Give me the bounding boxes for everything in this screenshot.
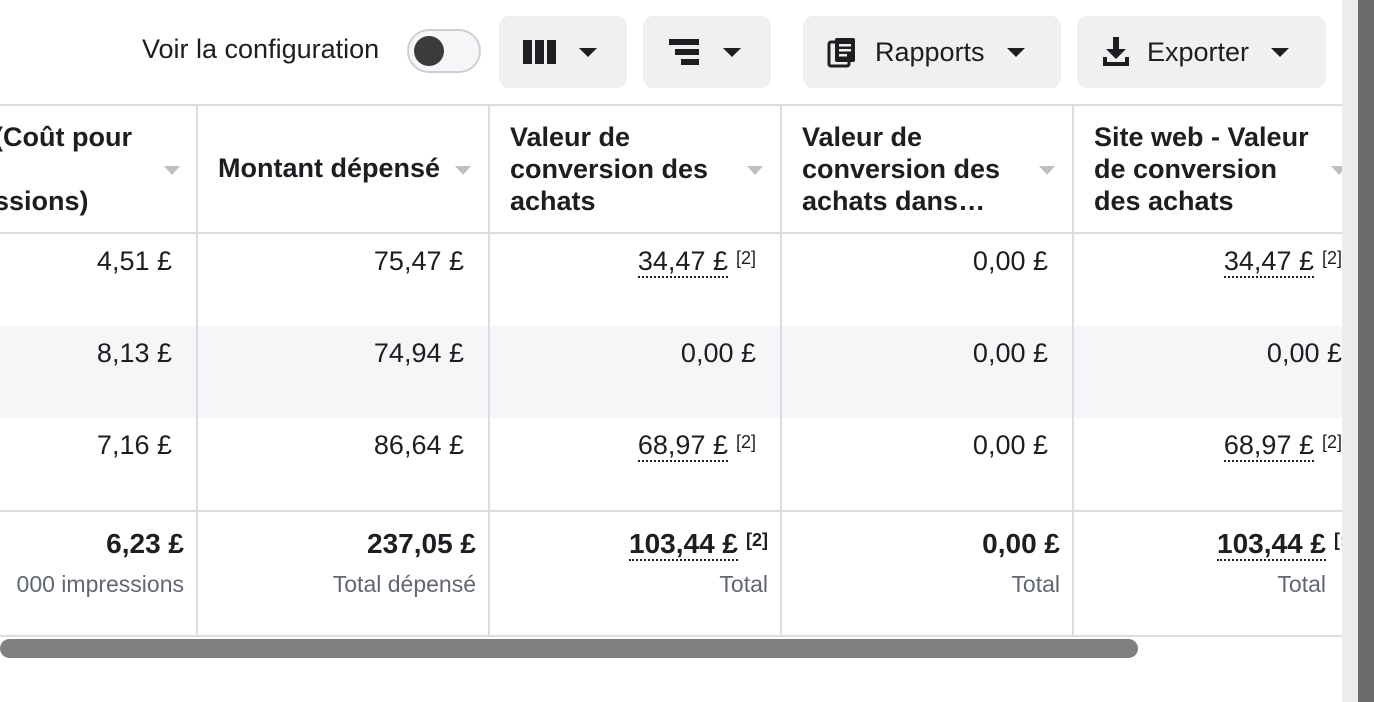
sort-icon[interactable] [455,166,471,175]
table-cell: 0,00 £ [1266,338,1342,368]
vertical-scrollbar[interactable] [1342,0,1374,702]
reports-button[interactable]: Rapports [803,16,1061,88]
table-cell[interactable]: 68,97 £ [2] [1223,430,1342,462]
total-value: 0,00 £ [982,528,1060,559]
total-caption: Total [1277,571,1326,597]
column-header-website-purchase-value[interactable]: Site web - Valeur de conversion des acha… [1074,106,1342,232]
total-value: 6,23 £ [106,528,184,559]
table-cell: 0,00 £ [972,338,1048,368]
download-icon [1103,37,1129,66]
table-cell[interactable]: 34,47 £ [2] [1223,246,1342,278]
export-button[interactable]: Exporter [1077,16,1326,88]
sort-icon[interactable] [1039,166,1055,175]
table-border [0,510,1342,512]
table-row[interactable]: 8,13 £ 74,94 £ 0,00 £ 0,00 £ 0,00 £ [0,326,1342,418]
footnote-marker: [2] [746,530,768,550]
column-header-in-app-purchase-value[interactable]: Valeur de conversion des achats dans… [782,106,1072,232]
sort-icon[interactable] [164,166,180,175]
total-caption: 000 impressions [16,571,184,597]
total-caption: Total [1011,571,1060,597]
config-label: Voir la configuration [142,34,380,64]
total-value: 237,05 £ [367,528,476,559]
table-cell: 74,94 £ [373,338,464,368]
columns-button[interactable] [499,16,627,88]
ads-report-page: Voir la configuration [0,16,1342,658]
chevron-down-icon [1006,47,1025,57]
column-header-purchase-value[interactable]: Valeur de conversion des achats [490,106,780,232]
table-border [0,635,1342,637]
table-cell: 8,13 £ [96,338,172,368]
table-cell: 7,16 £ [96,430,172,460]
table-cell[interactable]: 34,47 £ [2] [637,246,756,278]
column-divider [780,104,782,636]
toggle-knob [414,36,444,66]
table-cell: 4,51 £ [96,246,172,276]
table-cell: 0,00 £ [972,246,1048,276]
table-cell: 75,47 £ [373,246,464,276]
footnote-marker: [2] [735,248,756,268]
column-divider [196,104,198,636]
config-toggle[interactable] [407,29,481,73]
column-header-cpm[interactable]: (Coût pour ssions) [0,106,196,232]
breakdown-icon [669,39,699,65]
toolbar: Voir la configuration [0,16,1342,88]
reports-label: Rapports [875,36,985,67]
footnote-marker: [: [1334,530,1342,550]
footnote-marker: [2] [735,432,756,452]
chevron-down-icon [1271,47,1290,57]
total-caption: Total dépensé [332,571,476,597]
export-label: Exporter [1147,36,1250,67]
column-header-amount-spent[interactable]: Montant dépensé [198,106,488,232]
reports-icon [827,38,855,68]
columns-icon [523,40,556,64]
table-border [0,232,1342,234]
table-row[interactable]: 7,16 £ 86,64 £ 68,97 £ [2] 0,00 £ 68,97 £… [0,418,1342,510]
vertical-scrollbar-thumb[interactable] [1358,0,1374,702]
total-value[interactable]: 103,44 £[: [1217,528,1342,561]
breakdown-button[interactable] [643,16,771,88]
table-cell: 0,00 £ [680,338,756,368]
chevron-down-icon [579,47,597,57]
table-cell: 0,00 £ [972,430,1048,460]
footnote-marker: [2] [1321,432,1342,452]
sort-icon[interactable] [1331,166,1342,175]
total-value[interactable]: 103,44 £ [2] [629,528,768,561]
total-caption: Total [719,571,768,597]
column-divider [1072,104,1074,636]
chevron-down-icon [723,47,741,57]
column-divider [488,104,490,636]
table-border [0,104,1342,106]
table-cell[interactable]: 68,97 £ [2] [637,430,756,462]
footnote-marker: [2] [1321,248,1342,268]
sort-icon[interactable] [747,166,763,175]
table-cell: 86,64 £ [373,430,464,460]
table-row[interactable]: 4,51 £ 75,47 £ 34,47 £ [2] 0,00 £ 34,47 £… [0,234,1342,326]
horizontal-scrollbar[interactable] [0,639,1138,658]
